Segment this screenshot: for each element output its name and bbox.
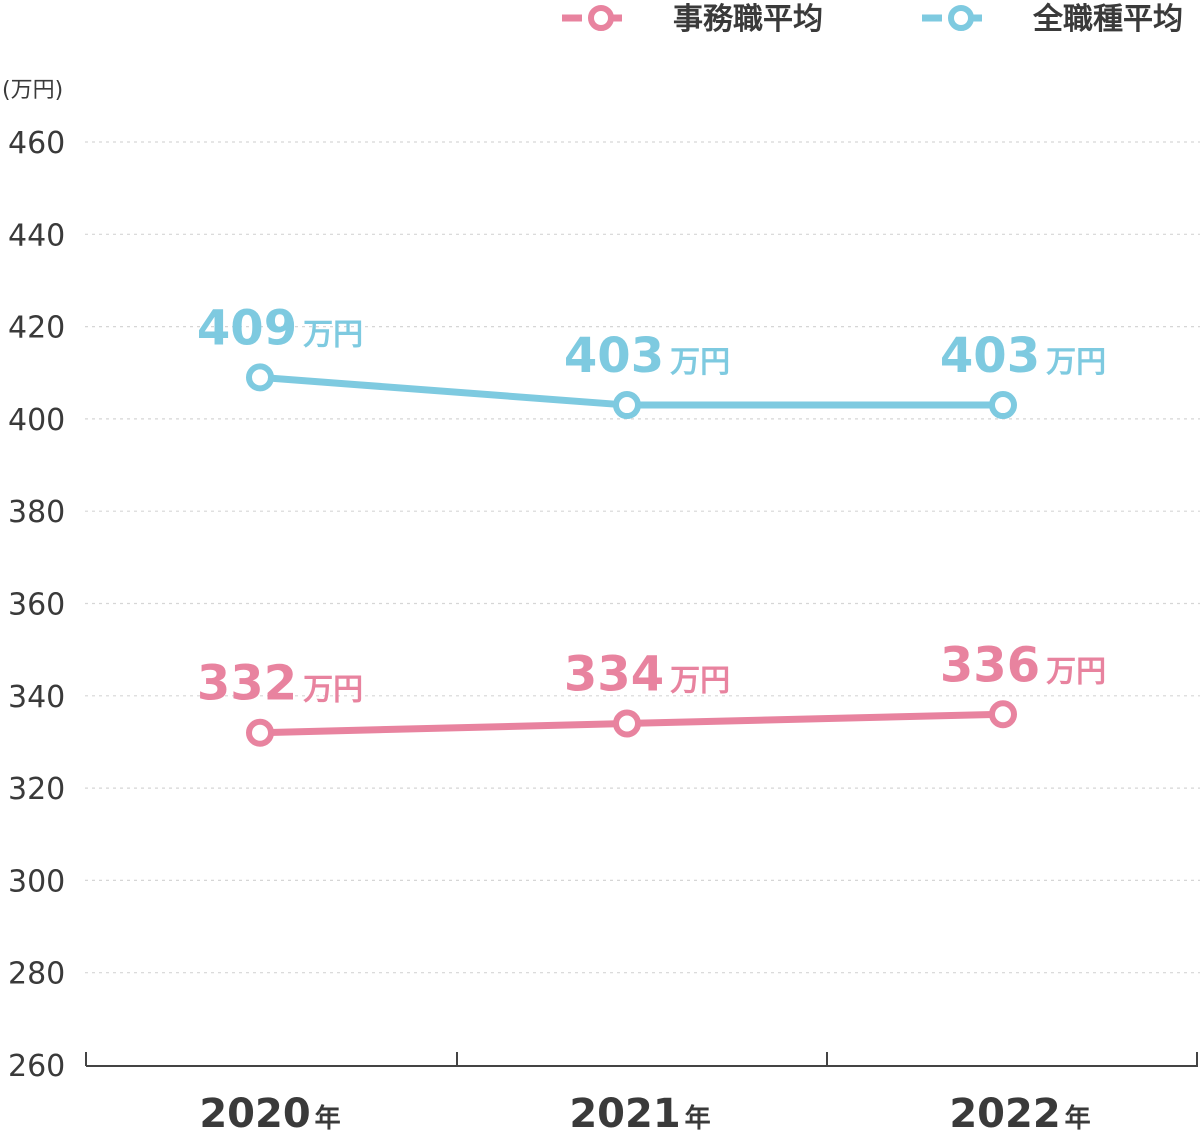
data-point <box>613 709 641 738</box>
data-point <box>613 391 641 420</box>
data-label: 334 万円 <box>564 646 730 702</box>
data-label: 409 万円 <box>197 300 363 356</box>
legend-marker-icon <box>588 5 614 31</box>
data-label: 332 万円 <box>197 656 363 712</box>
y-tick-label: 360 <box>8 588 65 623</box>
data-point <box>989 700 1017 729</box>
y-tick-label: 280 <box>8 957 65 992</box>
data-label: 403 万円 <box>940 328 1106 384</box>
y-tick-label: 400 <box>8 403 65 438</box>
y-axis-unit-label: (万円) <box>2 78 63 103</box>
legend-marker-icon <box>948 5 974 31</box>
x-tick-label: 2020 年 <box>199 1091 340 1134</box>
gridlines <box>85 141 1200 974</box>
data-point <box>246 363 274 392</box>
y-tick-label: 340 <box>8 680 65 715</box>
y-tick-label: 440 <box>8 218 65 253</box>
y-tick-label: 460 <box>8 126 65 161</box>
series-lines <box>246 363 1017 747</box>
y-tick-label: 380 <box>8 495 65 530</box>
y-tick-label: 300 <box>8 864 65 899</box>
y-axis-ticks: 460 440 420 400 380 360 340 320 300 280 260 <box>8 126 65 1084</box>
x-tick-label: 2021 年 <box>569 1091 710 1134</box>
data-point <box>246 718 274 747</box>
legend: 事務職平均 全職種平均 <box>562 2 1183 37</box>
y-tick-label: 420 <box>8 311 65 346</box>
data-label: 403 万円 <box>564 328 730 384</box>
y-tick-label: 320 <box>8 772 65 807</box>
legend-label: 全職種平均 <box>1032 2 1183 37</box>
legend-label: 事務職平均 <box>673 2 823 37</box>
x-tick-label: 2022 年 <box>949 1091 1090 1134</box>
data-labels: 332 万円 334 万円 336 万円 409 万円 403 万円 403 万円 <box>197 300 1106 711</box>
x-axis: 2020 年 2021 年 2022 年 <box>85 1052 1198 1134</box>
data-label: 336 万円 <box>940 637 1106 693</box>
y-tick-label: 260 <box>8 1049 65 1084</box>
data-point <box>989 391 1017 420</box>
